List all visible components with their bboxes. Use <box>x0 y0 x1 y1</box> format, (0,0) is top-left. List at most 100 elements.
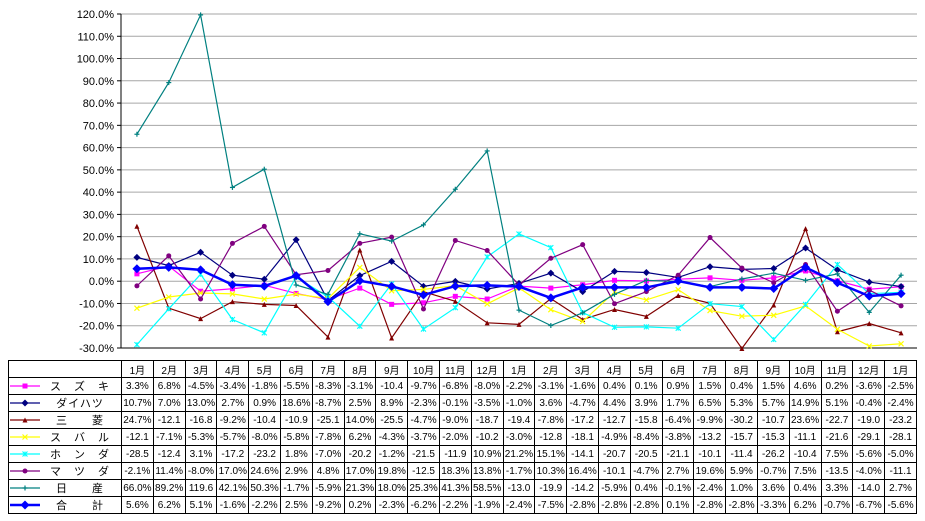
y-axis-tick-label: 40.0% <box>83 187 114 199</box>
value-cell-mitsubishi: -23.2 <box>884 411 917 429</box>
series-row-suzuki: ス ズ キ 3.3% 6.8% -4.5% -3.4% -1.8% -5.5% -8.3% -3… <box>8 377 917 395</box>
marker-triangle <box>261 301 267 307</box>
value-cell-honda: -10.1 <box>693 445 727 463</box>
value-cell-suzuki: -2.2% <box>502 377 536 395</box>
value-cell-nissan: 25.3% <box>407 479 440 497</box>
marker-diamond <box>259 281 269 291</box>
marker-diamond <box>292 236 300 244</box>
marker-circle <box>548 255 554 261</box>
value-cell-nissan: 58.5% <box>470 479 504 497</box>
month-label: 5月 <box>629 360 663 378</box>
marker-asterisk <box>484 254 491 260</box>
value-cell-subaru: -12.8 <box>534 428 568 446</box>
value-cell-nissan: -5.9% <box>597 479 631 497</box>
marker-diamond <box>706 263 714 271</box>
value-cell-total: -1.6% <box>216 496 250 514</box>
marker-circle <box>166 253 172 259</box>
value-cell-daihatsu: -4.7% <box>566 394 599 412</box>
value-cell-mazda: 13.8% <box>470 462 504 480</box>
marker-triangle <box>134 223 140 229</box>
value-cell-mitsubishi: -6.4% <box>661 411 695 429</box>
marker-diamond <box>355 276 365 286</box>
value-cell-honda: 15.1% <box>534 445 568 463</box>
value-cell-subaru: -8.4% <box>629 428 663 446</box>
marker-x <box>229 290 236 297</box>
marker-diamond <box>260 275 268 283</box>
value-cell-total: -9.2% <box>311 496 345 514</box>
value-cell-subaru: -7.8% <box>311 428 345 446</box>
value-cell-suzuki: -5.5% <box>279 377 313 395</box>
value-cell-honda: -10.4 <box>788 445 822 463</box>
marker-diamond <box>832 278 842 288</box>
marker-asterisk <box>547 244 554 251</box>
value-cell-total: -2.3% <box>375 496 409 514</box>
value-cell-nissan: 119.6 <box>184 479 218 497</box>
value-cell-daihatsu: 13.0% <box>184 394 218 412</box>
value-cell-subaru: -5.7% <box>216 428 250 446</box>
value-cell-honda: -17.2 <box>216 445 250 463</box>
marker-circle <box>834 308 840 314</box>
value-cell-total: 0.1% <box>661 496 695 514</box>
line-chart-plot-area: 120.0% 110.0% 100.0% 90.0% 80.0% 70.0% 60.0% 50… <box>77 9 917 355</box>
marker-x <box>133 305 140 312</box>
value-cell-mitsubishi: -30.2 <box>725 411 758 429</box>
value-cell-daihatsu: 3.6% <box>534 394 568 412</box>
value-cell-honda: 10.9% <box>470 445 504 463</box>
value-cell-honda: -20.5 <box>629 445 663 463</box>
value-cell-total: 5.1% <box>184 496 218 514</box>
marker-square <box>548 285 554 291</box>
value-cell-total: -2.2% <box>248 496 281 514</box>
series-daihatsu <box>133 236 905 305</box>
marker-asterisk <box>452 304 459 311</box>
value-cell-total: 0.2% <box>343 496 377 514</box>
marker-diamond <box>164 262 174 272</box>
value-cell-honda: -11.9 <box>438 445 472 463</box>
value-cell-nissan: 41.3% <box>438 479 472 497</box>
value-cell-honda: -20.2 <box>343 445 377 463</box>
month-label: 9月 <box>756 360 790 378</box>
month-label: 9月 <box>375 360 409 378</box>
month-label: 7月 <box>693 360 727 378</box>
value-cell-nissan: 66.0% <box>121 479 154 497</box>
value-cell-daihatsu: 5.1% <box>820 394 854 412</box>
value-cell-suzuki: -3.1% <box>534 377 568 395</box>
marker-circle <box>134 283 140 289</box>
marker-asterisk <box>611 324 618 331</box>
value-cell-daihatsu: -1.0% <box>502 394 536 412</box>
marker-triangle <box>484 320 490 326</box>
value-cell-daihatsu: 5.7% <box>756 394 790 412</box>
marker-triangle <box>898 330 904 336</box>
value-cell-mitsubishi: -19.4 <box>502 411 536 429</box>
marker-triangle <box>22 417 28 423</box>
y-axis-labels: 120.0% 110.0% 100.0% 90.0% 80.0% 70.0% 60.0% 50… <box>77 9 115 355</box>
value-cell-honda: -26.2 <box>756 445 790 463</box>
marker-diamond <box>864 291 874 301</box>
marker-asterisk <box>356 323 363 330</box>
marker-x <box>356 264 363 271</box>
marker-diamond <box>387 281 397 291</box>
month-label: 1月 <box>121 360 154 378</box>
value-cell-subaru: -5.3% <box>184 428 218 446</box>
marker-square <box>198 288 204 294</box>
value-cell-subaru: -4.9% <box>597 428 631 446</box>
value-cell-total: -2.8% <box>629 496 663 514</box>
marker-diamond <box>132 264 142 274</box>
value-cell-mitsubishi: -22.7 <box>820 411 854 429</box>
legend-key-daihatsu <box>10 399 40 407</box>
value-cell-daihatsu: -3.5% <box>470 394 504 412</box>
marker-diamond <box>418 290 428 300</box>
marker-triangle <box>771 302 777 308</box>
value-cell-suzuki: -1.8% <box>248 377 281 395</box>
value-cell-mitsubishi: -10.9 <box>279 411 313 429</box>
month-label: 10月 <box>788 360 822 378</box>
value-cell-daihatsu: 5.3% <box>725 394 758 412</box>
marker-x <box>643 296 650 303</box>
series-legend-cell-subaru: ス バ ル <box>8 428 122 446</box>
value-cell-mitsubishi: -25.1 <box>311 411 345 429</box>
value-cell-mitsubishi: -4.7% <box>407 411 440 429</box>
marker-asterisk <box>22 451 28 457</box>
legend-key-mitsubishi <box>10 417 40 423</box>
series-row-honda: ホ ン ダ -28.5 -12.4 3.1% -17.2 -23.2 1.8% -7.0% -2… <box>8 445 917 463</box>
value-cell-subaru: -21.6 <box>820 428 854 446</box>
